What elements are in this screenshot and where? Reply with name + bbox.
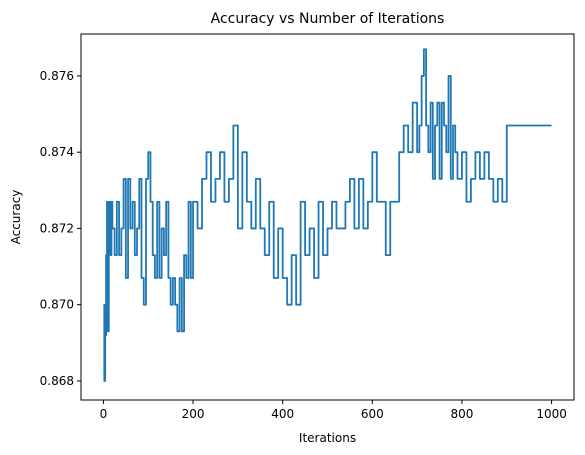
x-tick-label: 1000 bbox=[536, 407, 567, 421]
accuracy-series-line bbox=[103, 48, 552, 382]
y-tick-label: 0.868 bbox=[40, 374, 74, 388]
y-tick-label: 0.876 bbox=[40, 69, 74, 83]
chart-title: Accuracy vs Number of Iterations bbox=[211, 11, 445, 27]
x-tick-label: 800 bbox=[451, 407, 474, 421]
plot-frame bbox=[80, 33, 575, 401]
x-tick-label: 0 bbox=[100, 407, 108, 421]
x-tick-label: 600 bbox=[361, 407, 384, 421]
x-ticks: 0 200 400 600 800 1000 bbox=[100, 400, 567, 421]
y-tick-label: 0.870 bbox=[40, 298, 74, 312]
y-tick-label: 0.872 bbox=[40, 221, 74, 235]
y-tick-label: 0.874 bbox=[40, 145, 74, 159]
x-tick-label: 200 bbox=[182, 407, 205, 421]
y-ticks: 0.868 0.870 0.872 0.874 0.876 bbox=[40, 69, 81, 388]
x-axis-label: Iterations bbox=[299, 431, 356, 445]
series-layer bbox=[103, 48, 552, 382]
y-axis-label: Accuracy bbox=[9, 190, 23, 245]
x-tick-label: 400 bbox=[271, 407, 294, 421]
